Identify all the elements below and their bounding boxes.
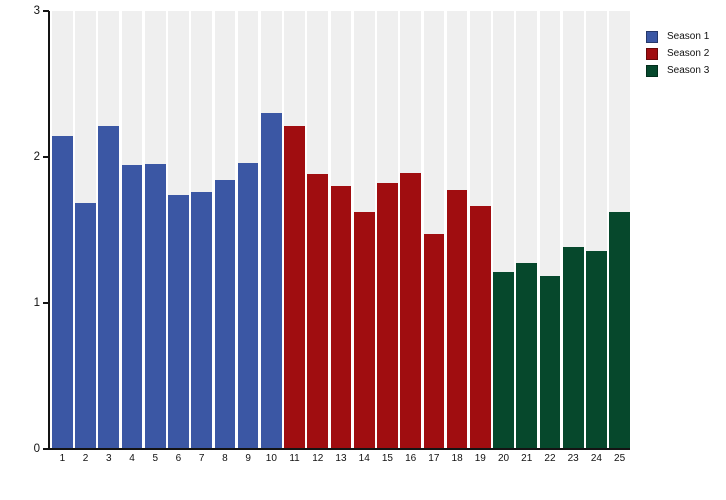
- x-tick-label-22: 22: [544, 453, 556, 464]
- bar-16: [400, 172, 421, 448]
- y-tick-2: [43, 156, 49, 158]
- bar-21: [516, 263, 538, 448]
- x-tick-label-3: 3: [106, 453, 112, 464]
- column-3: 3: [98, 11, 120, 464]
- legend-swatch-icon: [646, 65, 658, 77]
- bar-22: [539, 276, 561, 448]
- x-tick-label-9: 9: [245, 453, 251, 464]
- x-tick-label-24: 24: [590, 453, 602, 464]
- bar-8: [214, 179, 236, 448]
- column-18: 18: [446, 11, 468, 464]
- column-21: 21: [516, 11, 538, 464]
- x-tick-label-6: 6: [175, 453, 182, 464]
- x-tick-label-1: 1: [59, 453, 66, 464]
- column-6: 6: [168, 11, 189, 464]
- x-tick-label-4: 4: [129, 453, 135, 464]
- x-tick-label-5: 5: [152, 453, 159, 464]
- y-tick-label-0: 0: [33, 443, 40, 455]
- legend-label: Season 1: [667, 31, 710, 42]
- x-tick-label-16: 16: [405, 453, 417, 464]
- bar-12: [307, 174, 329, 448]
- x-tick-label-17: 17: [428, 453, 440, 464]
- bar-15: [377, 182, 398, 448]
- column-24: 24: [586, 11, 607, 464]
- column-22: 22: [539, 11, 561, 464]
- x-tick-label-20: 20: [497, 453, 510, 464]
- column-16: 16: [400, 11, 421, 464]
- x-tick-label-7: 7: [198, 453, 205, 464]
- y-tick-label-1: 1: [33, 297, 40, 309]
- column-2: 2: [75, 11, 96, 464]
- y-tick-label-3: 3: [33, 5, 40, 17]
- column-20: 20: [493, 11, 514, 464]
- legend: Season 1 Season 2 Season 3: [646, 31, 709, 82]
- x-tick-label-19: 19: [474, 453, 486, 464]
- x-tick-label-18: 18: [451, 453, 463, 464]
- y-tick-0: [43, 448, 49, 450]
- column-23: 23: [562, 11, 584, 464]
- bar-2: [75, 203, 96, 448]
- bar-5: [144, 163, 166, 448]
- x-tick-label-13: 13: [335, 453, 347, 464]
- column-12: 12: [307, 11, 329, 464]
- x-tick-label-10: 10: [265, 453, 277, 464]
- column-10: 10: [260, 11, 282, 464]
- x-tick-label-25: 25: [614, 453, 626, 464]
- legend-item-3: Season 3: [646, 65, 709, 77]
- legend-item-2: Season 2: [646, 48, 709, 60]
- x-tick-label-21: 21: [521, 453, 533, 464]
- y-tick-3: [43, 10, 49, 12]
- bar-11: [284, 126, 305, 448]
- column-25: 25: [609, 11, 630, 464]
- column-13: 13: [330, 11, 352, 464]
- legend-item-1: Season 1: [646, 31, 709, 43]
- column-9: 9: [237, 11, 259, 464]
- x-tick-label-2: 2: [82, 453, 89, 464]
- column-15: 15: [377, 11, 398, 464]
- bar-24: [586, 251, 607, 448]
- y-tick-label-2: 2: [33, 151, 40, 163]
- bar-17: [423, 233, 445, 448]
- column-7: 7: [191, 11, 213, 464]
- x-tick-label-8: 8: [222, 453, 228, 464]
- bar-9: [237, 162, 259, 448]
- bar-3: [98, 126, 120, 448]
- column-5: 5: [144, 11, 166, 464]
- bar-1: [52, 136, 73, 448]
- bar-25: [609, 212, 630, 448]
- column-17: 17: [423, 11, 445, 464]
- bar-20: [493, 271, 514, 448]
- bar-14: [353, 212, 375, 448]
- column-11: 11: [284, 11, 305, 464]
- x-axis-line: [44, 448, 630, 450]
- x-tick-label-23: 23: [567, 453, 579, 464]
- column-4: 4: [121, 11, 143, 464]
- bar-13: [330, 185, 352, 448]
- bar-18: [446, 190, 468, 448]
- x-tick-label-15: 15: [381, 453, 393, 464]
- bar-10: [260, 112, 282, 448]
- x-tick-label-14: 14: [358, 453, 370, 464]
- legend-swatch-icon: [646, 31, 658, 43]
- y-axis-line: [48, 11, 50, 450]
- bar-19: [469, 206, 491, 448]
- bar-7: [191, 191, 213, 448]
- plot-area: 1 2 3 4 5 6 7 8 9 10 11 12 13 14 15 16 17 18 19 20 21 22 23 24 2…: [50, 11, 630, 464]
- y-tick-1: [43, 302, 49, 304]
- bar-4: [121, 165, 143, 448]
- legend-swatch-icon: [646, 48, 658, 60]
- column-14: 14: [353, 11, 375, 464]
- bar-6: [168, 194, 189, 448]
- legend-label: Season 2: [667, 48, 710, 59]
- x-tick-label-12: 12: [312, 453, 324, 464]
- column-8: 8: [214, 11, 236, 464]
- bar-23: [562, 246, 584, 448]
- legend-label: Season 3: [667, 65, 710, 76]
- x-tick-label-11: 11: [289, 453, 300, 464]
- column-19: 19: [469, 11, 491, 464]
- column-1: 1: [52, 11, 73, 464]
